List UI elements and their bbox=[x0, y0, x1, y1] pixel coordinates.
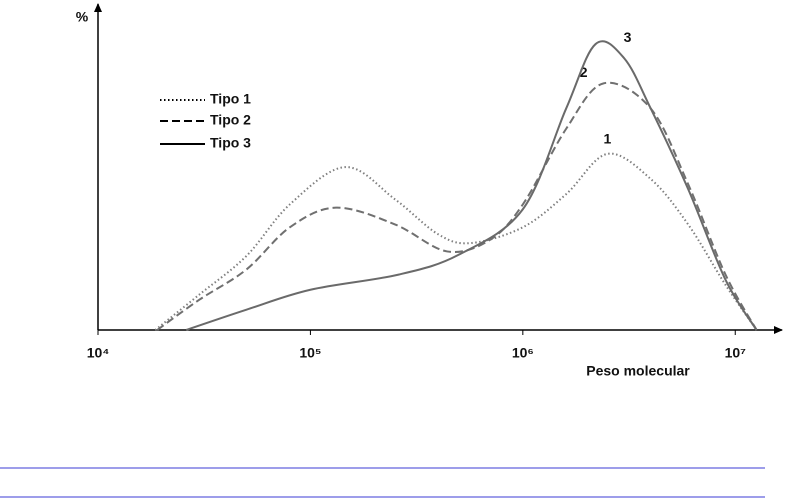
y-axis-label: % bbox=[76, 9, 89, 25]
curve-label: 3 bbox=[624, 29, 632, 45]
curve-label: 2 bbox=[580, 64, 588, 80]
line-series bbox=[154, 152, 758, 331]
line-series bbox=[185, 40, 758, 331]
x-tick-label: 10⁷ bbox=[725, 345, 747, 361]
x-tick-label: 10⁴ bbox=[87, 345, 110, 361]
x-axis-label: Peso molecular bbox=[586, 363, 690, 379]
legend-label: Tipo 3 bbox=[210, 135, 251, 151]
curve-label: 1 bbox=[603, 131, 611, 147]
x-tick-label: 10⁶ bbox=[512, 345, 534, 361]
x-tick-label: 10⁵ bbox=[299, 345, 321, 361]
legend-label: Tipo 2 bbox=[210, 112, 251, 128]
legend-label: Tipo 1 bbox=[210, 91, 251, 107]
